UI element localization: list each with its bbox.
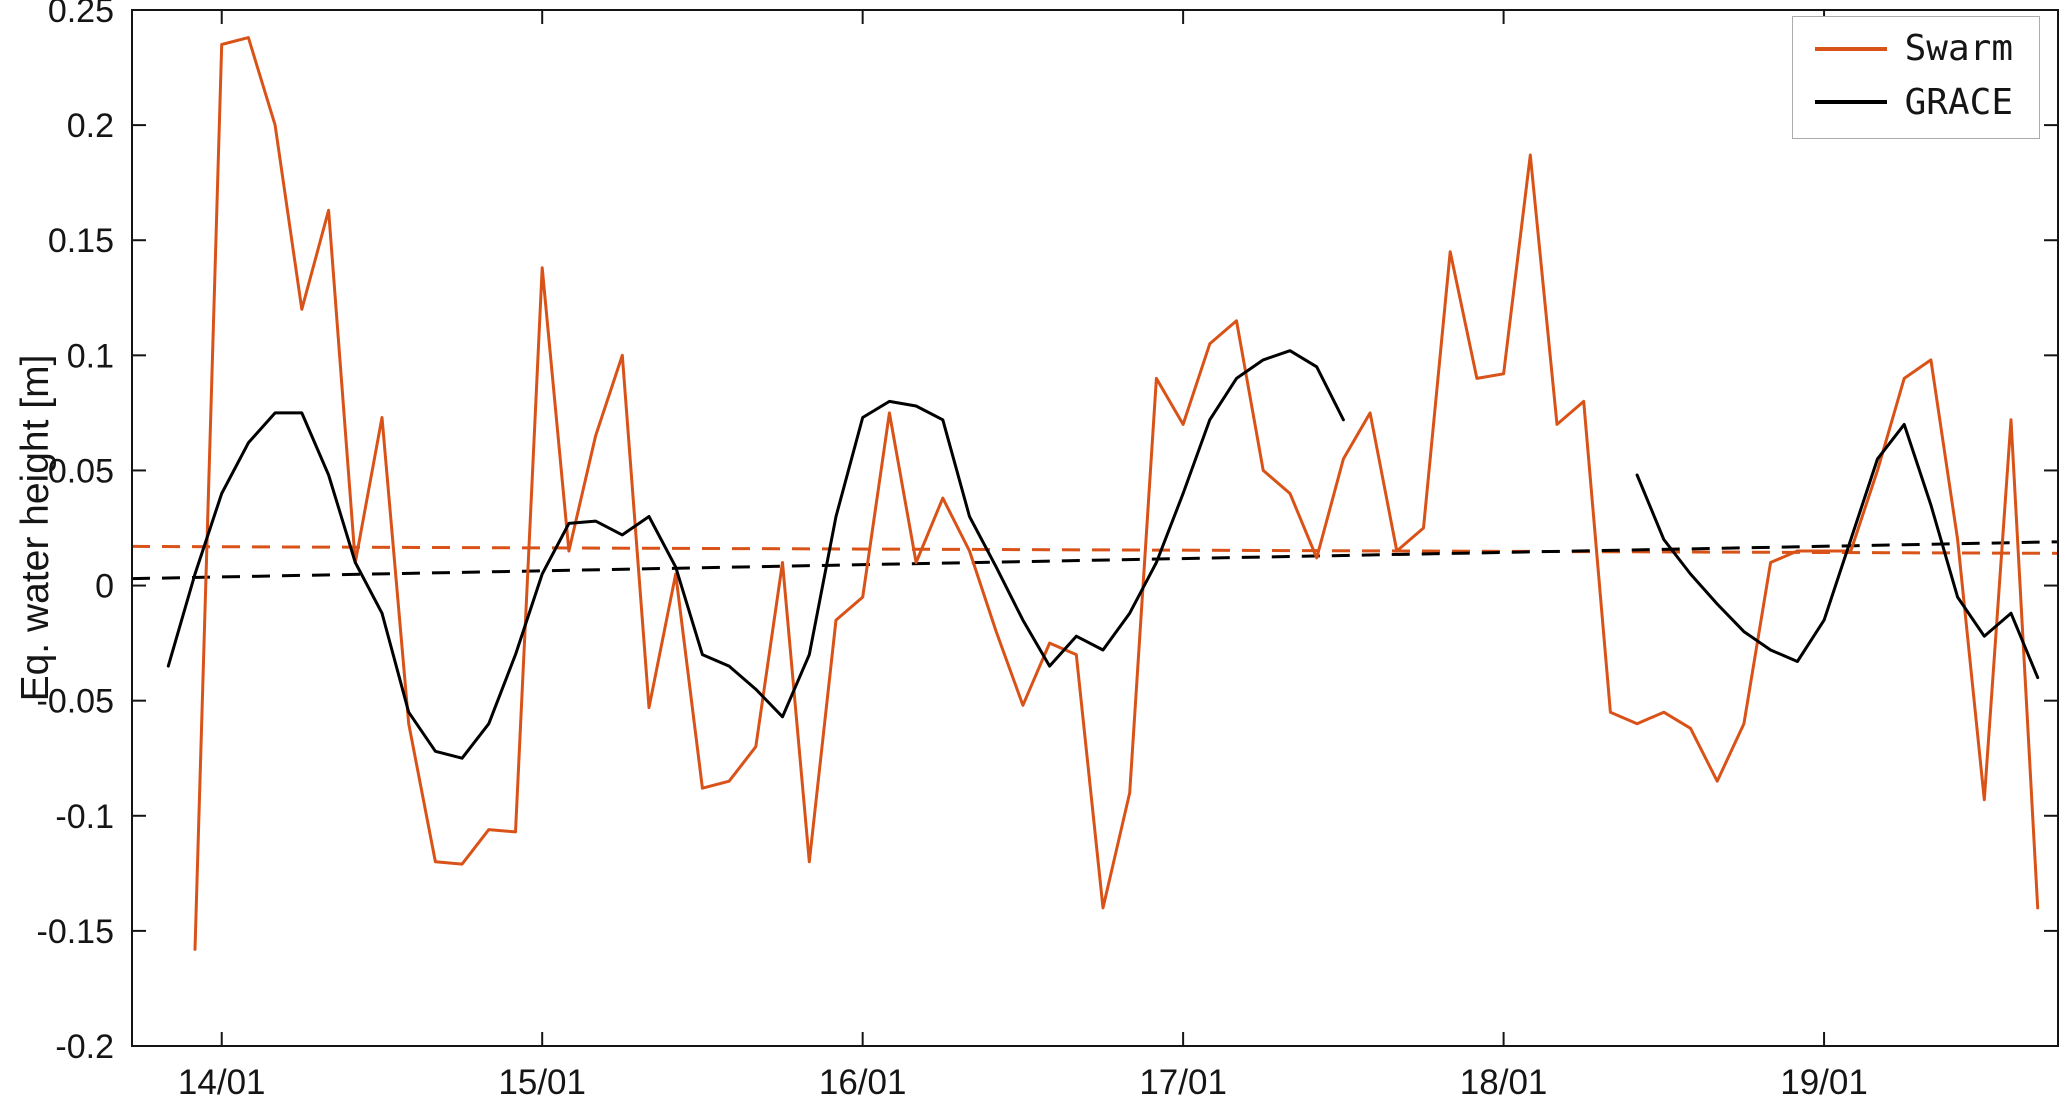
y-tick-label: 0.2	[67, 107, 114, 145]
x-tick-label: 15/01	[498, 1063, 586, 1102]
y-tick-label: 0.05	[48, 452, 114, 490]
x-tick-label: 14/01	[178, 1063, 266, 1102]
plot-frame	[131, 9, 2059, 1047]
y-tick-label: 0.15	[48, 222, 114, 260]
legend-item-swarm: Swarm	[1814, 28, 2013, 69]
x-tick-label: 16/01	[819, 1063, 907, 1102]
series-grace	[166, 349, 2040, 760]
y-tick-label: -0.15	[37, 913, 115, 951]
y-tick-label: 0	[95, 568, 114, 606]
y-tick-label: -0.05	[37, 683, 115, 721]
legend-item-grace: GRACE	[1814, 81, 2013, 123]
series-swarm	[193, 36, 2040, 951]
y-tick-label: 0.25	[48, 0, 114, 30]
legend-label-grace: GRACE	[1904, 81, 2013, 123]
grace-line-icon	[1814, 100, 1887, 105]
trend-line	[131, 540, 2059, 581]
x-tick-label: 19/01	[1780, 1063, 1868, 1102]
swarm-line-icon	[1814, 46, 1887, 51]
y-tick-label: -0.1	[55, 798, 114, 836]
x-tick-label: 17/01	[1139, 1063, 1227, 1102]
legend-label-swarm: Swarm	[1904, 28, 2013, 69]
x-tick-label: 18/01	[1460, 1063, 1548, 1102]
trend-line	[131, 544, 2059, 555]
y-axis-label: Eq. water height [m]	[14, 354, 57, 702]
y-tick-label: -0.2	[55, 1028, 114, 1066]
y-tick-label: 0.1	[67, 337, 114, 375]
legend: Swarm GRACE	[1791, 16, 2040, 140]
